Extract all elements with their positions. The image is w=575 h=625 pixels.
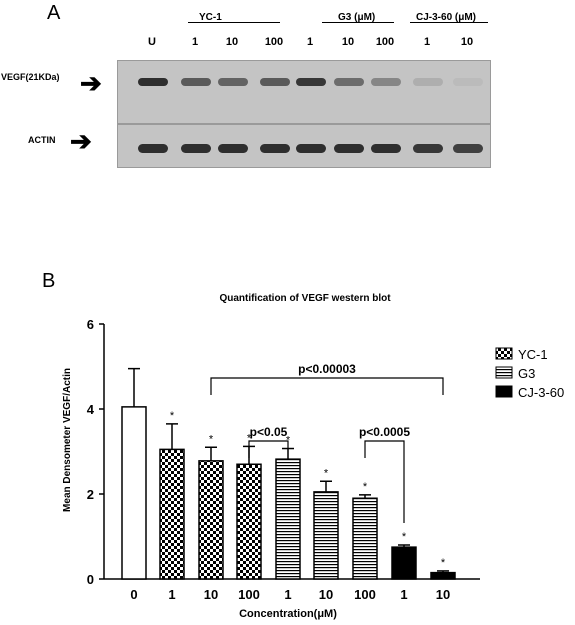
significance-star: * [209,433,214,445]
lane-label: 1 [306,36,314,48]
lane-label: 10 [460,36,474,48]
blot-band [296,144,326,153]
blot-band [413,144,443,153]
blot-band [453,144,483,153]
lane-label: 10 [341,36,355,48]
x-tick-label: 10 [319,587,333,602]
p-value-label: p<0.0005 [359,425,410,439]
significance-star: * [247,432,252,444]
x-tick-label: 100 [238,587,260,602]
lane-label: 1 [423,36,431,48]
x-tick-label: 1 [400,587,407,602]
vegf-quantification-chart: Quantification of VEGF western blot Mean… [62,293,564,620]
x-tick-label: 100 [354,587,376,602]
blot-band [138,78,168,86]
bar [236,463,262,580]
blot-band [181,78,211,86]
legend-swatch [495,347,513,360]
panel-a-letter: A [47,2,61,24]
bars: ** * ***** [121,367,456,580]
significance-star: * [363,481,368,493]
actin-row-label: ACTIN [28,135,56,145]
y-axis-label: Mean Densometer VEGF/Actin [62,368,73,512]
x-tick-label: 10 [204,587,218,602]
actin-arrow-icon: ➔ [70,126,92,156]
blot-band [413,78,443,86]
blot-band [218,144,248,153]
legend-label: CJ-3-60 [518,385,564,400]
y-ticks: 0 2 4 6 [87,317,104,587]
panel-b-letter: B [42,270,56,292]
group-underline-cj360 [410,22,488,23]
blot-band [218,78,248,86]
x-axis-label: Concentration(μM) [239,608,337,620]
legend-swatch [495,385,513,398]
blot-band [334,78,364,86]
x-tick-label: 1 [168,587,175,602]
bar [121,406,147,580]
significance-bracket [364,440,405,523]
significance-bracket [210,377,444,395]
bar [430,571,456,580]
blot-band [181,144,211,153]
x-tick-label: 10 [436,587,450,602]
x-ticks: 0 1 10 100 1 10 100 1 10 [130,587,450,602]
lane-label: 100 [264,36,284,48]
significance-star: * [324,467,329,479]
lane-label: 100 [375,36,395,48]
group-label-g3: G3 (μM) [338,12,376,23]
bar [275,458,301,580]
bar [313,491,339,580]
blot-band [296,78,326,86]
blot-band [453,78,483,86]
lane-label: U [148,36,156,48]
blot-band [334,144,364,153]
legend-label: G3 [518,366,535,381]
blot-band [138,144,168,153]
bar [352,497,378,580]
y-tick-label: 0 [87,572,94,587]
p-value-label: p<0.05 [250,425,288,439]
x-tick-label: 1 [284,587,291,602]
chart-title: Quantification of VEGF western blot [219,293,391,304]
significance-bracket [248,440,289,458]
group-underline-yc1 [188,22,280,23]
legend-swatch [495,366,513,379]
p-value-label: p<0.00003 [298,362,356,376]
y-tick-label: 6 [87,317,94,332]
lane-label: 1 [191,36,199,48]
bar [391,546,417,580]
blot-band [371,78,401,86]
significance-star: * [170,410,175,422]
group-label-cj360: CJ-3-60 (μM) [416,12,477,23]
blot-band [371,144,401,153]
group-label-yc1: YC-1 [199,12,222,23]
y-tick-label: 2 [87,487,94,502]
vegf-arrow-icon: ➔ [80,68,102,98]
significance-brackets: p<0.00003 p<0.05 p<0.0005 [210,362,444,523]
vegf-blot [117,60,491,124]
blot-band [260,144,290,153]
bar [159,448,185,580]
blot-band [260,78,290,86]
x-tick-label: 0 [130,587,137,602]
bar [198,460,224,580]
y-tick-label: 4 [87,402,95,417]
lane-label: 10 [225,36,239,48]
significance-star: * [441,557,446,569]
group-underline-g3 [322,22,394,23]
vegf-row-label: VEGF(21KDa) [1,72,60,82]
legend-label: YC-1 [518,347,548,362]
actin-blot [117,124,491,168]
legend: YC-1 G3 CJ-3-60 [495,347,564,400]
significance-star: * [402,531,407,543]
